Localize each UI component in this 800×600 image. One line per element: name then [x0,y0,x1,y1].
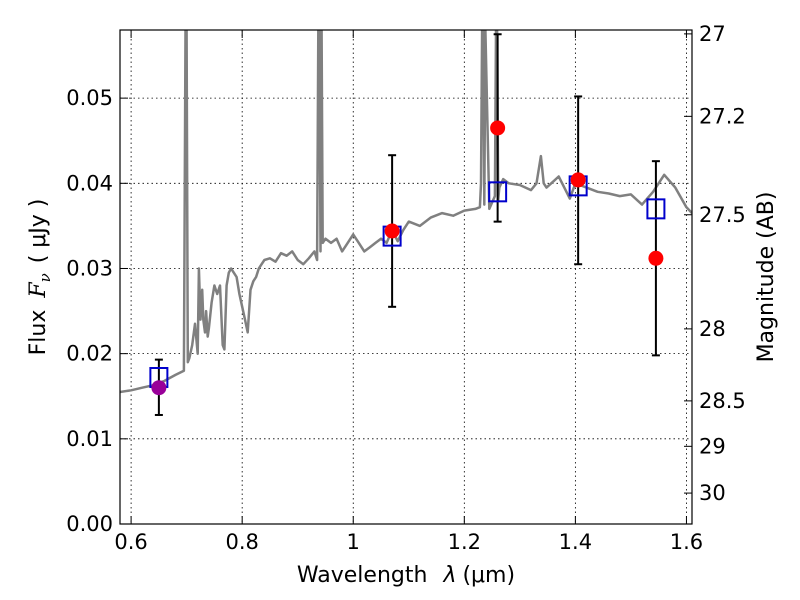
tick-marks [120,30,692,525]
grid [120,30,692,525]
data-marks [149,33,666,416]
y2-tick-label: 29 [699,434,726,458]
y-axis-label: FluxFν( μJy ) [26,199,54,356]
observed-point [490,120,506,136]
observed-point [570,172,586,188]
observed-point [151,380,167,396]
y2-tick-label: 27.5 [699,203,746,227]
y2-tick-label: 28.5 [699,389,746,413]
y-tick-label: 0.05 [66,86,113,110]
x-tick-label: 1 [347,530,360,554]
model-box-marker [488,181,508,203]
y-tick-label: 0.03 [66,256,113,280]
tick-labels: 0.6 0.8 1 1.2 1.4 1.6 0.00 0.01 0.02 0.03 0.04 0.05… [66,22,746,554]
y-tick-label: 0.02 [66,342,113,366]
y-tick-label: 0.00 [66,512,113,536]
y-tick-label: 0.04 [66,171,113,195]
y2-tick-label: 27.2 [699,104,746,128]
model-box-marker [646,198,666,220]
x-tick-label: 1.4 [559,530,592,554]
plot-frame [119,29,693,525]
spectrum-line [120,30,692,394]
y2-axis-label: Magnitude (AB) [754,192,779,363]
x-tick-label: 0.6 [114,530,147,554]
observed-point [384,223,400,239]
observed-point [648,250,664,266]
x-tick-label: 1.2 [448,530,481,554]
spectrum-layer [120,30,692,394]
x-tick-label: 1.6 [670,530,703,554]
y2-tick-label: 27 [699,22,726,46]
y-tick-label: 0.01 [66,427,113,451]
y2-tick-label: 30 [699,481,726,505]
x-tick-label: 0.8 [225,530,258,554]
x-axis-label: Wavelength λ (μm) [297,563,515,588]
y2-tick-label: 28 [699,317,726,341]
